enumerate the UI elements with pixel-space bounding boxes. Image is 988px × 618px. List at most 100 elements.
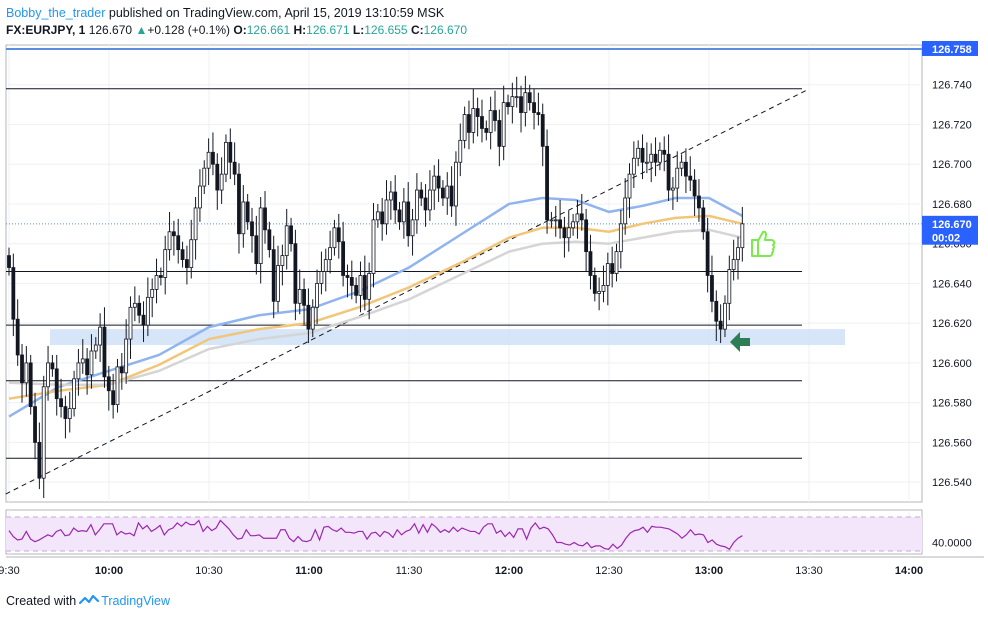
candle-body xyxy=(72,378,76,410)
x-tick-label: 10:30 xyxy=(195,565,223,577)
symbol-label: FX:EURJPY, 1 xyxy=(6,23,86,37)
candle-body xyxy=(271,249,276,302)
y-tick-label: 126.560 xyxy=(932,437,972,449)
author-name[interactable]: Bobby_the_trader xyxy=(6,6,106,20)
candle xyxy=(137,295,142,324)
moving-average-3 xyxy=(8,228,743,387)
candle-body xyxy=(254,235,259,264)
candle-body xyxy=(445,185,450,199)
footer-credit: Created with TradingView xyxy=(6,593,170,608)
candle xyxy=(705,217,710,293)
candle xyxy=(532,88,536,130)
candle xyxy=(605,252,610,306)
candle-body xyxy=(401,201,406,223)
candle xyxy=(644,142,649,174)
candle xyxy=(206,138,211,186)
candle xyxy=(93,337,98,359)
candle-body xyxy=(640,147,645,163)
candle-body xyxy=(180,249,185,260)
candle xyxy=(549,211,554,228)
candle xyxy=(219,157,224,204)
candle-body xyxy=(718,320,723,330)
candle xyxy=(597,277,602,311)
candle xyxy=(254,215,259,275)
candle-body xyxy=(393,191,398,211)
candle xyxy=(80,339,85,374)
candle xyxy=(28,354,33,415)
candle-body xyxy=(454,161,458,207)
candle xyxy=(41,375,46,499)
candle xyxy=(362,255,367,311)
candle xyxy=(245,194,250,230)
candle xyxy=(132,286,137,322)
candle-body xyxy=(610,263,615,274)
candle xyxy=(302,278,306,326)
candle-body xyxy=(484,128,489,133)
candle xyxy=(553,205,558,237)
candle xyxy=(454,151,458,226)
candle-body xyxy=(519,96,523,113)
candle-body xyxy=(76,362,81,380)
close-label: C: xyxy=(410,23,424,37)
candle-body xyxy=(237,173,241,235)
candle xyxy=(24,346,29,397)
y-tick-label: 126.600 xyxy=(932,358,972,370)
candle-body xyxy=(258,207,263,264)
candle xyxy=(488,96,493,150)
candle-body xyxy=(24,362,29,384)
candle xyxy=(484,120,489,141)
candle xyxy=(410,208,415,256)
price-tag-bg xyxy=(922,215,978,231)
candle xyxy=(562,216,567,258)
y-tick-label: 126.740 xyxy=(932,80,972,92)
candle xyxy=(98,313,103,362)
tradingview-brand[interactable]: TradingView xyxy=(101,594,170,608)
candle-body xyxy=(362,275,367,300)
y-tick-label: 126.640 xyxy=(932,278,972,290)
candle-body xyxy=(458,139,463,163)
candle xyxy=(354,277,359,304)
arrow-shape xyxy=(730,332,750,352)
candle-body xyxy=(7,255,11,268)
candle-body xyxy=(623,197,628,225)
candle-body xyxy=(154,275,159,290)
candle-body xyxy=(280,255,285,266)
candle-body xyxy=(354,285,359,296)
candle-body xyxy=(106,376,111,392)
candle xyxy=(7,247,11,276)
candle-body xyxy=(289,225,293,245)
candle xyxy=(506,94,510,115)
candle xyxy=(579,194,584,231)
candle-body xyxy=(297,288,302,304)
candle xyxy=(666,134,671,201)
candle-body xyxy=(423,197,428,211)
candle-body xyxy=(723,302,727,330)
candle-body xyxy=(662,149,667,155)
candle xyxy=(692,169,697,216)
candle-body xyxy=(37,441,42,479)
candle-body xyxy=(367,273,372,300)
candle xyxy=(59,378,63,418)
candle-body xyxy=(705,231,710,276)
published-text: published on TradingView.com, April 15, … xyxy=(105,6,445,20)
candle-body xyxy=(115,366,120,406)
candle xyxy=(697,179,701,222)
price-tag: 126.670 xyxy=(922,215,978,231)
candle xyxy=(232,142,237,186)
candle xyxy=(401,188,406,239)
candle-body xyxy=(584,219,589,253)
candle xyxy=(154,258,159,304)
candle xyxy=(501,85,506,161)
candle-body xyxy=(41,386,46,479)
x-tick-label: 13:30 xyxy=(795,565,823,577)
candle xyxy=(111,373,116,419)
candle-body xyxy=(714,300,719,322)
candle-body xyxy=(441,187,445,199)
x-tick-label: 12:30 xyxy=(595,565,623,577)
candle xyxy=(675,151,680,202)
candle xyxy=(449,166,454,217)
candle-body xyxy=(605,263,610,286)
candle-body xyxy=(480,116,484,129)
candle-body xyxy=(128,306,133,340)
